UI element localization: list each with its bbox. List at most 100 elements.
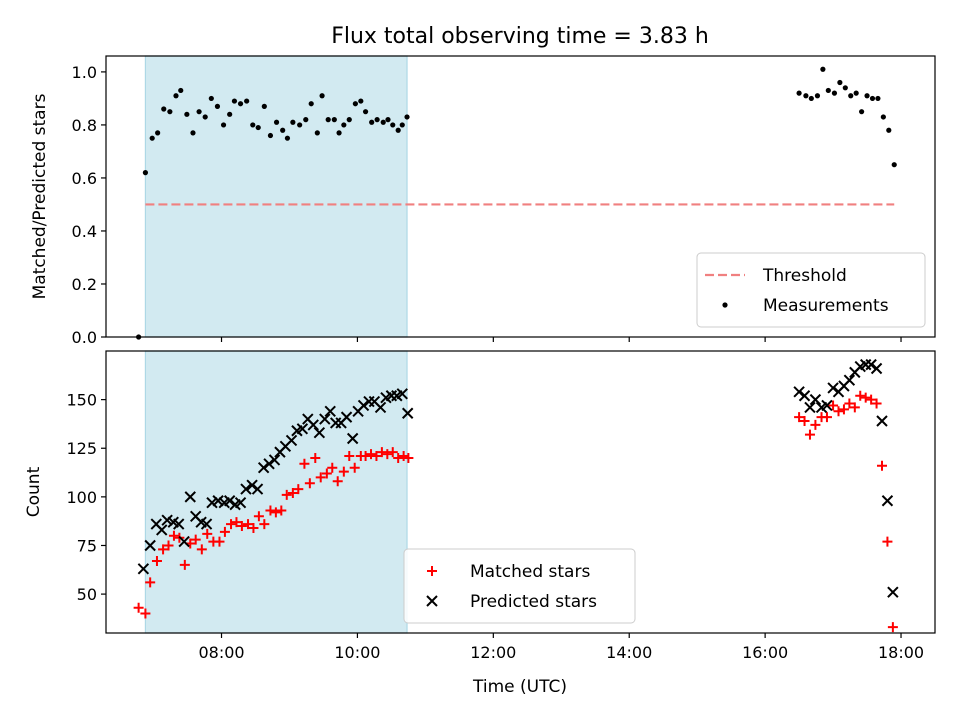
data-point xyxy=(196,544,207,555)
data-point xyxy=(196,109,202,115)
data-point xyxy=(144,539,156,552)
data-point xyxy=(848,93,854,99)
y-tick-label: 75 xyxy=(77,536,97,555)
x-tick-label: 10:00 xyxy=(334,643,380,662)
y-tick-label: 0.8 xyxy=(72,116,97,135)
data-point xyxy=(842,85,848,91)
data-point xyxy=(314,130,320,136)
data-point xyxy=(270,507,281,518)
data-point xyxy=(808,95,814,102)
data-point xyxy=(880,114,886,120)
data-point xyxy=(319,93,325,99)
data-point xyxy=(390,122,396,128)
data-point xyxy=(137,563,150,575)
data-point xyxy=(237,101,244,107)
data-point xyxy=(871,398,882,409)
data-point xyxy=(357,399,370,412)
data-point xyxy=(876,460,887,471)
data-point xyxy=(263,458,275,470)
data-point xyxy=(369,119,375,125)
y-tick-label: 0.6 xyxy=(72,169,97,188)
data-point xyxy=(870,362,883,375)
data-point xyxy=(881,495,894,507)
data-point xyxy=(793,386,805,398)
data-point xyxy=(393,452,404,463)
data-point xyxy=(395,127,401,133)
data-point xyxy=(338,466,349,477)
data-point xyxy=(168,530,179,541)
data-point xyxy=(360,451,371,462)
data-point xyxy=(387,447,398,458)
data-point xyxy=(866,394,877,405)
ratio-panel: 0.0 0.2 0.4 0.6 0.8 1.0 Matched/Predicted star… xyxy=(30,55,936,347)
data-point xyxy=(313,426,326,439)
data-point xyxy=(299,458,310,469)
data-point xyxy=(821,399,833,412)
data-point xyxy=(362,109,369,115)
data-point xyxy=(220,122,227,128)
x-tick-label: 12:00 xyxy=(470,643,516,662)
data-point xyxy=(219,526,230,537)
data-point xyxy=(184,111,190,117)
y-tick-label: 125 xyxy=(66,439,97,458)
data-point xyxy=(327,462,338,473)
y-axis-label: Count xyxy=(24,466,44,517)
data-point xyxy=(876,415,888,427)
legend-x-marker xyxy=(426,595,438,607)
data-point xyxy=(399,122,405,128)
data-point xyxy=(376,447,387,458)
data-point xyxy=(310,452,321,463)
data-point xyxy=(827,382,839,394)
data-point xyxy=(284,135,291,141)
data-point xyxy=(833,406,844,417)
data-point xyxy=(371,451,382,462)
data-point xyxy=(321,468,332,479)
data-point xyxy=(825,87,831,94)
data-point xyxy=(163,540,174,551)
data-point xyxy=(853,90,859,96)
data-point xyxy=(268,454,281,466)
data-point xyxy=(809,393,822,406)
data-point xyxy=(251,483,264,495)
y-tick-label: 100 xyxy=(66,488,97,507)
y-tick-label: 0.4 xyxy=(72,222,97,241)
y-tick-label: 1.0 xyxy=(72,63,97,82)
data-point xyxy=(315,472,326,483)
data-point xyxy=(184,491,196,503)
data-point xyxy=(859,109,865,115)
legend-box xyxy=(403,548,636,624)
data-point xyxy=(200,518,213,530)
x-axis-label: Time (UTC) xyxy=(472,677,567,697)
data-point xyxy=(810,419,821,430)
data-point xyxy=(240,483,252,495)
data-point xyxy=(290,119,296,125)
y-tick-label: 50 xyxy=(77,585,97,604)
data-point xyxy=(257,461,270,474)
data-point xyxy=(208,95,214,102)
data-point xyxy=(831,90,838,96)
data-point xyxy=(346,117,352,123)
data-point xyxy=(404,114,410,120)
data-point xyxy=(255,124,261,131)
data-point xyxy=(324,405,336,417)
chart-title: Flux total observing time = 3.83 h xyxy=(331,24,709,49)
data-point xyxy=(178,535,190,548)
data-point xyxy=(214,536,225,547)
data-point xyxy=(253,511,264,522)
data-point xyxy=(259,519,270,530)
data-point xyxy=(190,534,201,545)
data-point xyxy=(820,66,826,72)
y-tick-label: 0.2 xyxy=(72,275,97,294)
data-point xyxy=(352,101,358,107)
data-point xyxy=(280,127,286,133)
count-panel: 50 75 100 125 150 08:00 10:00 12:00 14:00 16:00 18… xyxy=(24,350,936,662)
legend-label: Predicted stars xyxy=(470,592,597,612)
legend-box xyxy=(696,252,926,328)
data-point xyxy=(167,109,173,115)
legend-label: Threshold xyxy=(762,266,847,286)
x-tick-label: 08:00 xyxy=(198,643,244,662)
data-point xyxy=(297,122,303,128)
series-matched-stars xyxy=(133,390,898,633)
data-point xyxy=(803,93,809,99)
